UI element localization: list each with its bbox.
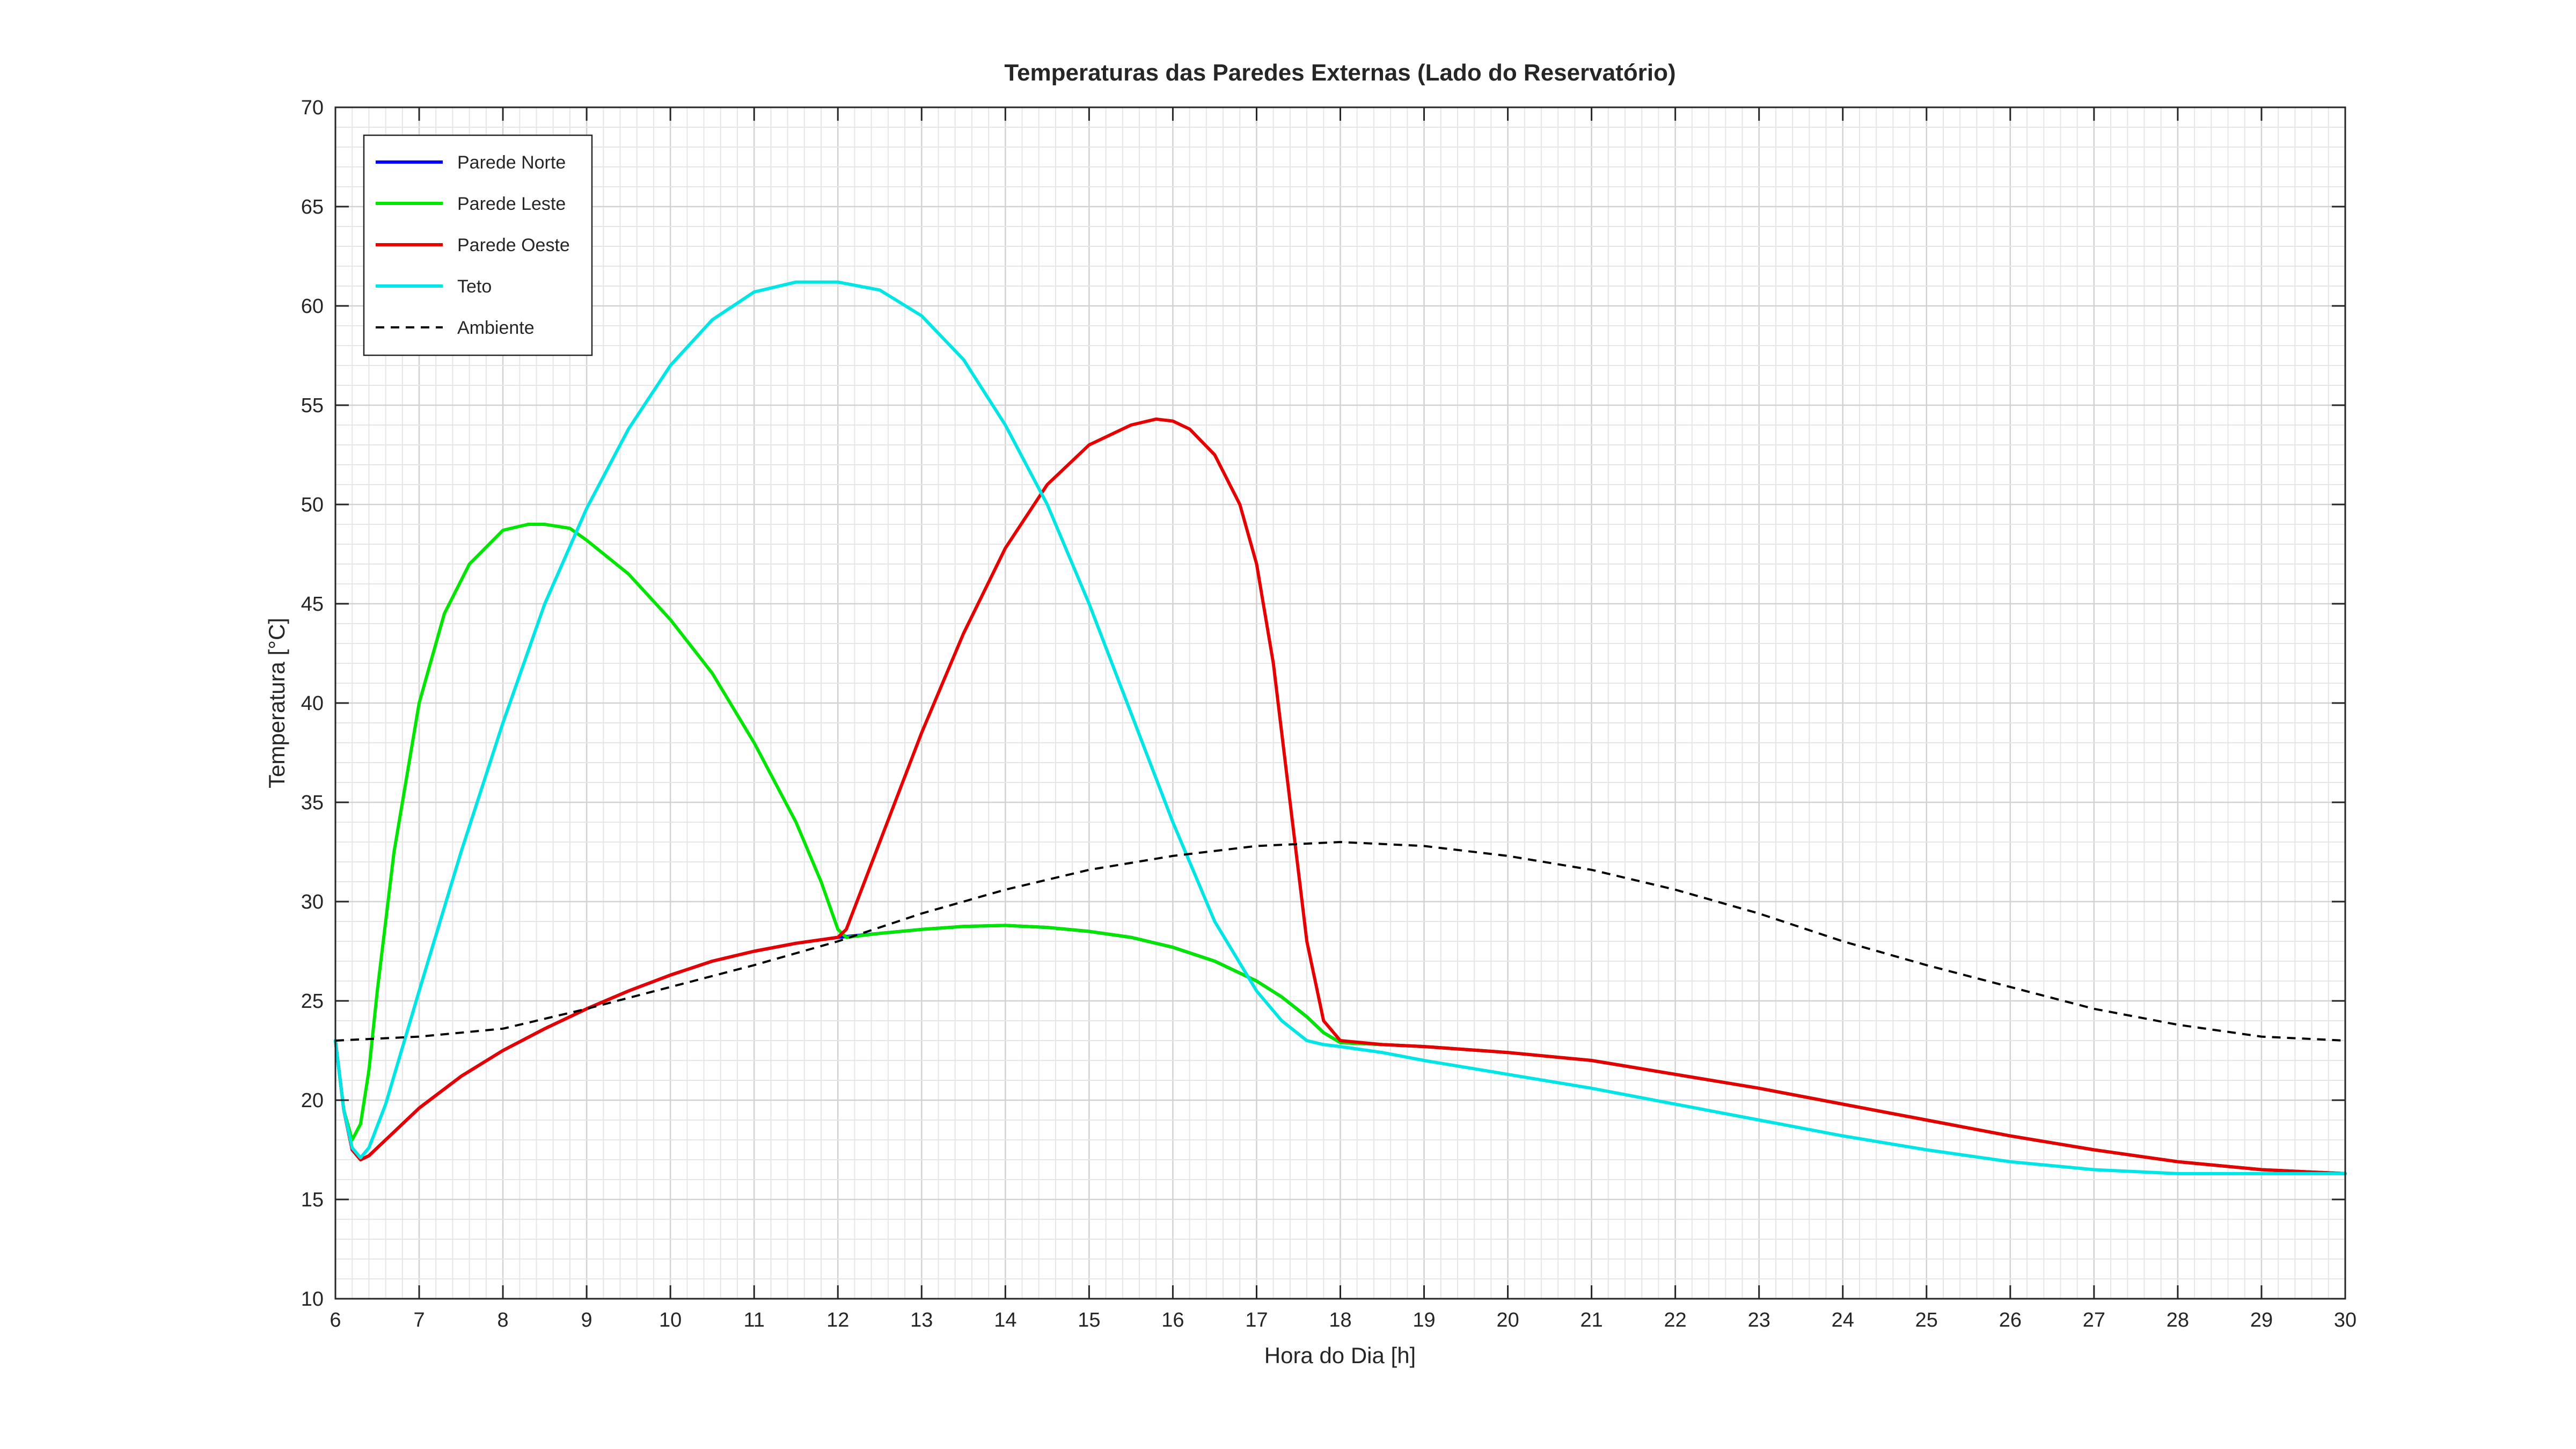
y-tick-labels: 10 15 20 25 30 35 40 45 50 55 60 65 70 [301,97,324,1311]
x-tick-label: 13 [910,1309,933,1331]
x-tick-label: 14 [994,1309,1016,1331]
legend-label-ambiente: Ambiente [457,318,535,338]
y-tick-label: 25 [301,990,324,1013]
y-tick-label: 15 [301,1189,324,1211]
x-tick-label: 25 [1915,1309,1938,1331]
legend-label-parede-oeste: Parede Oeste [457,235,570,255]
y-tick-label: 45 [301,593,324,616]
x-tick-label: 27 [2083,1309,2105,1331]
x-tick-label: 29 [2250,1309,2273,1331]
x-tick-label: 18 [1329,1309,1351,1331]
y-tick-label: 30 [301,891,324,913]
x-tick-label: 8 [497,1309,509,1331]
x-tick-label: 28 [2167,1309,2189,1331]
series-layer [334,280,2347,1175]
ticks [334,106,2346,1300]
x-tick-label: 10 [659,1309,682,1331]
x-tick-label: 20 [1496,1309,1519,1331]
y-tick-label: 55 [301,394,324,417]
y-tick-label: 60 [301,295,324,318]
x-tick-label: 16 [1161,1309,1184,1331]
series-line-teto [334,280,2347,1175]
x-tick-label: 22 [1664,1309,1687,1331]
x-tick-label: 26 [1999,1309,2022,1331]
legend-label-teto: Teto [457,276,492,297]
x-tick-label: 15 [1078,1309,1100,1331]
series-line-parede-oeste [334,417,2347,1175]
x-tick-label: 9 [581,1309,592,1331]
x-tick-label: 19 [1413,1309,1435,1331]
x-tick-label: 21 [1580,1309,1602,1331]
x-tick-labels: 6 7 8 9 10 11 12 13 14 15 16 17 18 19 20 21 22 23 24 25 26 27… [330,1309,2357,1331]
x-tick-label: 6 [330,1309,341,1331]
legend-label-parede-leste: Parede Leste [457,194,566,214]
y-tick-label: 10 [301,1288,324,1311]
chart-title: Temperaturas das Paredes Externas (Lado … [1004,60,1675,86]
y-tick-label: 50 [301,494,324,516]
grid [334,106,2346,1300]
x-tick-label: 11 [743,1309,764,1331]
legend-label-parede-norte: Parede Norte [457,152,566,173]
y-tick-label: 20 [301,1089,324,1112]
x-tick-label: 30 [2334,1309,2357,1331]
x-tick-label: 12 [826,1309,849,1331]
legend: Parede Norte Parede Leste Parede Oeste Teto… [363,134,593,356]
y-axis-label: Temperatura [°C] [264,618,289,788]
x-axis-label: Hora do Dia [h] [1264,1343,1416,1368]
x-tick-label: 17 [1245,1309,1268,1331]
y-tick-label: 70 [301,97,324,119]
x-tick-label: 23 [1748,1309,1770,1331]
x-tick-label: 7 [413,1309,425,1331]
x-tick-label: 24 [1832,1309,1854,1331]
y-tick-label: 35 [301,792,324,814]
series-line-ambiente [335,841,2346,1042]
y-tick-label: 65 [301,196,324,218]
y-tick-label: 40 [301,692,324,715]
